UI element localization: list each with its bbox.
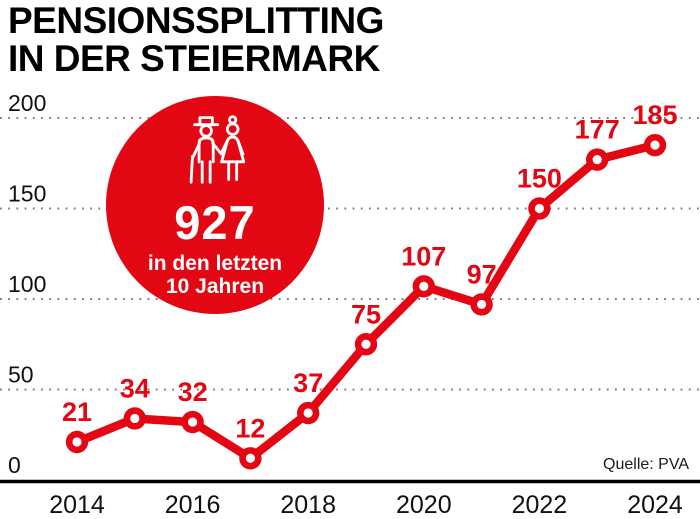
woman-head <box>225 122 240 136</box>
data-label: 32 <box>178 377 208 407</box>
data-label: 21 <box>62 397 92 427</box>
badge-caption: in den letzten 10 Jahren <box>147 252 283 298</box>
man-arm-left <box>191 141 201 159</box>
data-label: 185 <box>632 100 677 130</box>
data-point-center <box>130 413 140 424</box>
x-tick-label: 2018 <box>280 491 336 519</box>
elderly-couple-icon <box>189 115 246 184</box>
woman-dress <box>220 135 246 164</box>
chart-title: PENSIONSSPLITTING IN DER STEIERMARK <box>8 2 384 78</box>
data-point-center <box>534 203 545 214</box>
badge-caption-line2: 10 Jahren <box>165 274 265 298</box>
data-label: 107 <box>401 241 446 271</box>
badge-value: 927 <box>174 196 256 249</box>
x-tick-label: 2022 <box>512 491 568 519</box>
x-tick-label: 2024 <box>627 491 683 519</box>
man-torso <box>197 136 215 164</box>
total-badge: 927 in den letzten 10 Jahren <box>106 96 324 314</box>
y-tick-label: 0 <box>8 452 21 478</box>
chart-title-line2: IN DER STEIERMARK <box>8 38 380 79</box>
source-credit: Quelle: PVA <box>603 456 689 473</box>
data-label: 75 <box>351 299 381 329</box>
data-point-center <box>72 437 82 447</box>
y-tick-label: 50 <box>8 362 34 388</box>
data-label: 97 <box>467 259 497 289</box>
data-point-center <box>303 408 313 418</box>
data-label: 34 <box>120 373 150 403</box>
data-label: 150 <box>517 164 562 194</box>
woman-hair-bun <box>228 115 238 125</box>
woman-arm-left <box>219 139 229 155</box>
x-tick-label: 2020 <box>396 491 452 519</box>
data-point-center <box>245 453 255 463</box>
data-point-center <box>361 339 371 349</box>
data-point-center <box>419 281 429 291</box>
y-tick-label: 150 <box>8 181 46 207</box>
man-hat-crown <box>198 116 214 127</box>
x-tick-label: 2014 <box>49 491 105 519</box>
man-arm-right <box>211 141 223 156</box>
cane <box>189 155 194 184</box>
man-head <box>199 124 213 138</box>
data-point-center <box>592 155 602 165</box>
chart-title-line1: PENSIONSSPLITTING <box>8 0 384 41</box>
woman-arm-right <box>236 139 245 156</box>
y-tick-label: 100 <box>8 271 46 297</box>
data-label: 177 <box>575 115 620 145</box>
x-tick-label: 2016 <box>165 491 221 519</box>
data-label: 37 <box>293 368 323 398</box>
data-point-center <box>477 299 487 310</box>
data-point-center <box>650 140 660 150</box>
data-label: 12 <box>235 413 265 443</box>
data-point-center <box>188 417 198 427</box>
y-tick-label: 200 <box>8 90 46 116</box>
badge-caption-line1: in den letzten <box>147 252 283 275</box>
